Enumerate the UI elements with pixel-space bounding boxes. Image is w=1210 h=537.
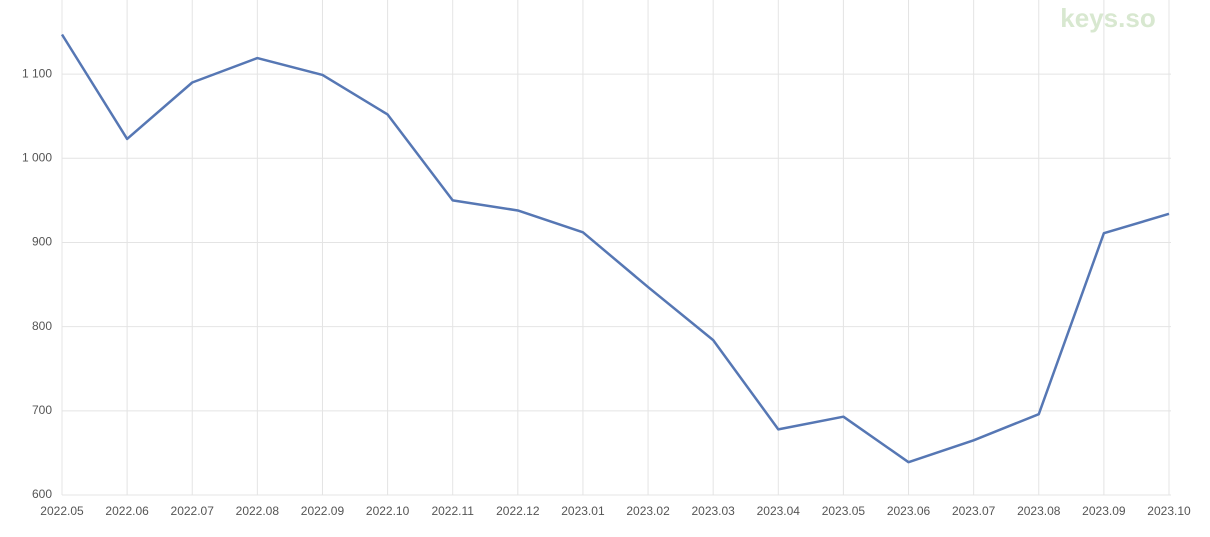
x-tick-label: 2022.05 (40, 504, 84, 518)
series-line (60, 33, 1170, 464)
watermark: keys.so (1060, 3, 1155, 33)
x-tick-label: 2023.06 (887, 504, 931, 518)
x-tick-label: 2023.08 (1017, 504, 1061, 518)
y-tick-label: 700 (32, 403, 52, 417)
x-tick-label: 2022.12 (496, 504, 540, 518)
x-tick-label: 2022.07 (171, 504, 215, 518)
x-tick-label: 2023.05 (822, 504, 866, 518)
x-tick-label: 2022.11 (431, 504, 474, 518)
x-tick-label: 2022.10 (366, 504, 410, 518)
x-tick-label: 2023.04 (757, 504, 801, 518)
y-tick-label: 800 (32, 319, 52, 333)
y-tick-label: 1 100 (22, 66, 52, 80)
x-tick-label: 2023.01 (561, 504, 605, 518)
y-tick-label: 600 (32, 487, 52, 501)
x-tick-label: 2022.06 (105, 504, 149, 518)
x-tick-label: 2023.02 (626, 504, 670, 518)
x-tick-label: 2022.09 (301, 504, 345, 518)
x-tick-label: 2023.10 (1147, 504, 1191, 518)
y-tick-label: 900 (32, 235, 52, 249)
x-tick-label: 2022.08 (236, 504, 280, 518)
y-tick-label: 1 000 (22, 150, 52, 164)
x-tick-label: 2023.03 (691, 504, 735, 518)
plot: 600 700 800 900 1 000 1 100 2022.05 2022.06 2022… (22, 0, 1191, 518)
x-tick-label: 2023.07 (952, 504, 996, 518)
x-tick-label: 2023.09 (1082, 504, 1126, 518)
